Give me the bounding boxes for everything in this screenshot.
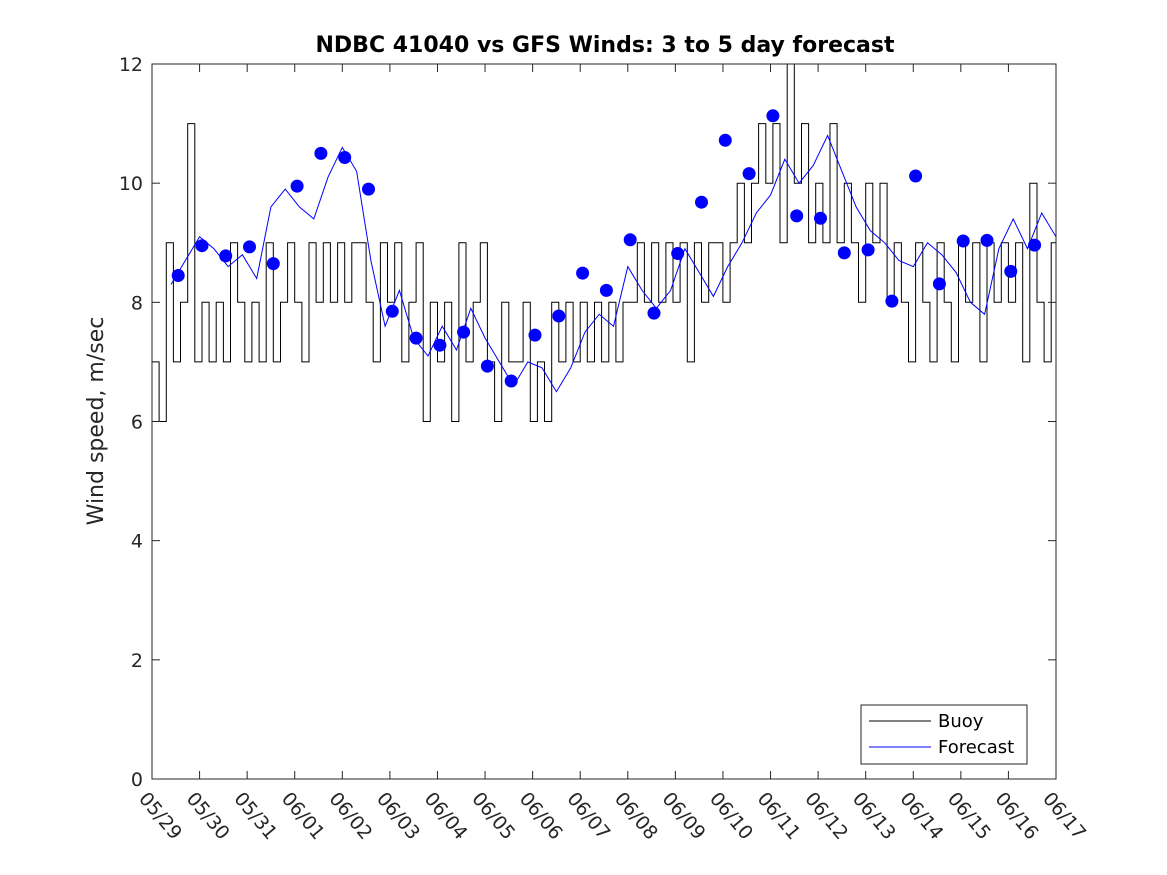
forecast-marker: [243, 240, 256, 254]
legend: Buoy Forecast: [860, 704, 1028, 765]
legend-label-forecast: Forecast: [938, 737, 1014, 758]
forecast-marker: [1028, 238, 1042, 252]
forecast-marker: [623, 233, 637, 247]
y-tick-label: 6: [131, 412, 143, 434]
y-tick-label: 4: [131, 531, 143, 553]
y-tick-label: 10: [119, 173, 143, 195]
forecast-marker: [885, 294, 899, 308]
x-tick-label: 06/09: [658, 788, 710, 844]
y-tick-label: 2: [131, 650, 143, 672]
x-tick-label: 06/16: [991, 788, 1043, 844]
forecast-marker: [433, 338, 447, 352]
forecast-marker: [980, 233, 994, 247]
x-tick-label: 06/17: [1038, 788, 1090, 844]
forecast-marker: [171, 269, 185, 282]
x-tick-label: 06/11: [753, 788, 805, 844]
x-tick-label: 06/01: [277, 788, 329, 844]
forecast-marker: [266, 257, 280, 271]
legend-label-buoy: Buoy: [938, 711, 984, 732]
forecast-marker: [814, 211, 827, 225]
forecast-marker: [742, 167, 756, 181]
x-tick-label: 05/31: [229, 788, 281, 844]
forecast-marker: [385, 304, 399, 318]
forecast-marker: [338, 151, 352, 164]
forecast-marker: [457, 325, 471, 339]
legend-box: [860, 704, 1028, 765]
series-line-forecast: [170, 134, 1056, 393]
forecast-marker: [766, 109, 780, 123]
forecast-marker: [647, 306, 661, 320]
x-tick-label: 05/30: [182, 788, 234, 844]
forecast-marker: [718, 133, 732, 147]
forecast-marker: [1004, 264, 1018, 278]
forecast-marker: [956, 234, 970, 248]
forecast-marker: [362, 182, 375, 196]
forecast-marker: [219, 249, 233, 263]
forecast-marker: [861, 243, 875, 257]
series-line-buoy: [152, 64, 1056, 422]
forecast-marker: [409, 331, 423, 345]
forecast-marker: [195, 239, 209, 253]
series-group: [152, 64, 1056, 422]
y-axis-label: Wind speed, m/sec: [84, 317, 109, 526]
forecast-marker: [314, 146, 328, 160]
forecast-marker: [671, 247, 685, 260]
plot-area: [151, 63, 1057, 780]
forecast-marker: [290, 179, 304, 193]
x-tick-label: 05/29: [134, 788, 186, 844]
forecast-marker: [932, 277, 946, 291]
chart-title: NDBC 41040 vs GFS Winds: 3 to 5 day fore…: [316, 33, 895, 58]
x-tick-label: 06/05: [467, 788, 519, 844]
forecast-marker: [528, 328, 542, 342]
forecast-marker: [790, 209, 804, 223]
y-tick-label: 12: [119, 54, 143, 76]
x-tick-label: 06/08: [610, 788, 662, 844]
x-tick-label: 06/15: [943, 788, 995, 844]
forecast-marker: [480, 359, 494, 373]
x-tick-label: 06/04: [420, 788, 472, 844]
x-tick-label: 06/02: [324, 788, 376, 844]
x-tick-label: 06/12: [800, 788, 852, 844]
x-tick-label: 06/06: [515, 788, 567, 844]
x-tick-label: 06/14: [895, 788, 947, 844]
forecast-marker: [504, 374, 518, 388]
y-tick-label: 8: [131, 292, 143, 314]
x-tick-label: 06/13: [848, 788, 900, 844]
forecast-marker: [909, 169, 923, 183]
forecast-marker: [599, 283, 613, 297]
x-tick-label: 06/03: [372, 788, 424, 844]
y-axis: 0 2 4 6 8 10 12: [119, 54, 1056, 791]
y-tick-label: 0: [131, 769, 143, 791]
plot-background: [152, 64, 1056, 779]
forecast-marker: [837, 246, 851, 260]
x-tick-label: 06/10: [705, 788, 757, 844]
forecast-marker: [695, 195, 708, 209]
forecast-marker: [552, 309, 566, 323]
x-tick-label: 06/07: [562, 788, 614, 844]
forecast-marker: [576, 266, 590, 280]
